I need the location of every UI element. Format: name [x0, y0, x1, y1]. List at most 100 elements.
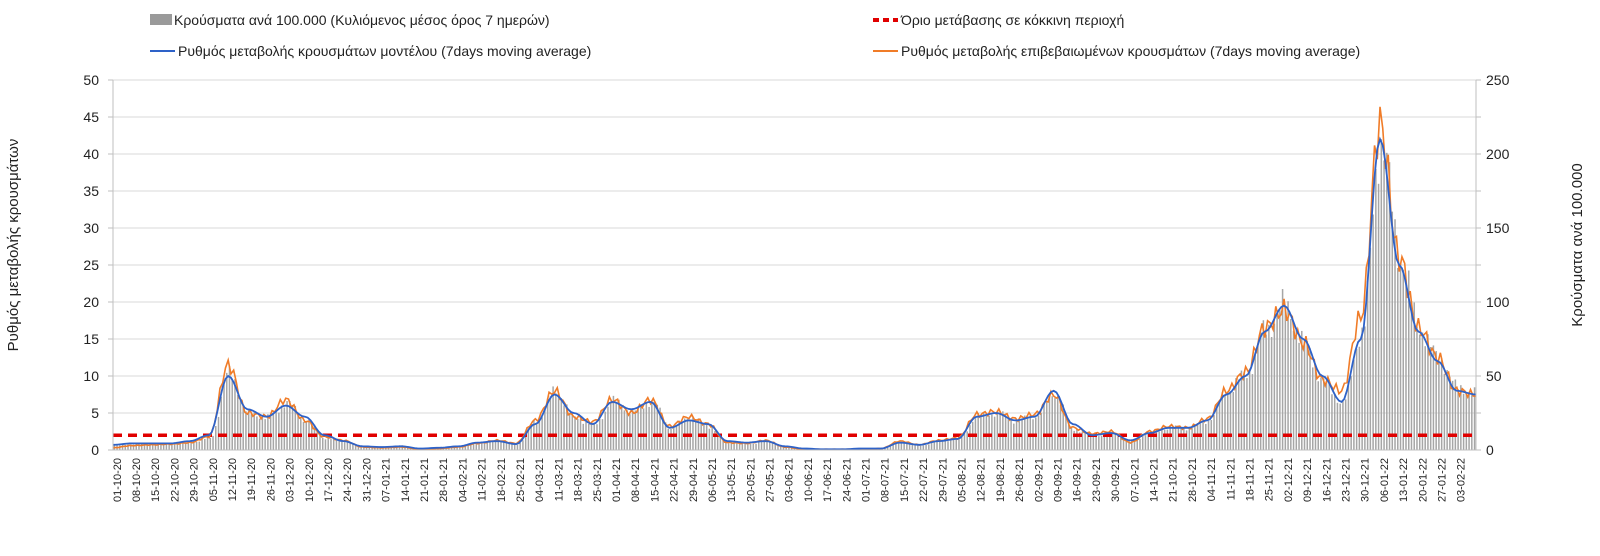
bar: [1317, 381, 1319, 450]
bar: [1372, 215, 1374, 451]
x-tick-label: 14-01-21: [400, 458, 412, 502]
bar: [681, 422, 683, 450]
bar: [210, 438, 212, 450]
bar: [563, 405, 565, 450]
bar: [1213, 415, 1215, 450]
x-tick-label: 22-07-21: [918, 458, 930, 502]
x-tick-label: 26-11-20: [265, 458, 277, 501]
bar: [761, 442, 763, 450]
bar: [1468, 392, 1470, 450]
bar: [174, 444, 176, 450]
bar: [207, 437, 209, 450]
bar: [306, 422, 308, 450]
x-tick-label: 01-07-21: [861, 458, 873, 502]
y-left-tick-label: 0: [91, 442, 99, 458]
bar: [1093, 436, 1095, 450]
bar: [199, 442, 201, 450]
x-tick-label: 06-05-21: [707, 458, 719, 502]
y-axis-right-title: Κρούσματα ανά 100.000: [1569, 163, 1586, 326]
bar: [945, 440, 947, 450]
bar: [774, 444, 776, 450]
bar: [947, 441, 949, 450]
bar: [662, 419, 664, 450]
bar: [953, 439, 955, 450]
y-left-tick-label: 25: [83, 257, 99, 273]
y-right-tick-label: 0: [1486, 442, 1494, 458]
bar: [1180, 428, 1182, 450]
bar: [492, 441, 494, 450]
bar: [1142, 436, 1144, 450]
bar: [1101, 436, 1103, 450]
bar: [706, 425, 708, 450]
bar: [286, 401, 288, 450]
bar: [1183, 428, 1185, 450]
bar: [997, 411, 999, 450]
bar: [1076, 429, 1078, 450]
x-tick-label: 08-04-21: [630, 458, 642, 502]
bar: [994, 417, 996, 450]
x-tick-label: 22-04-21: [669, 458, 681, 502]
bar: [629, 414, 631, 450]
bar: [1205, 424, 1207, 450]
bar: [1361, 328, 1363, 450]
bar: [906, 444, 908, 450]
bar: [327, 438, 329, 450]
bar: [1339, 404, 1341, 450]
bar: [1186, 430, 1188, 450]
bar: [632, 408, 634, 450]
x-tick-label: 31-12-20: [361, 458, 373, 502]
bar: [588, 424, 590, 450]
bar: [711, 427, 713, 450]
x-tick-label: 19-11-20: [246, 458, 258, 501]
bar: [909, 444, 911, 450]
bar: [1161, 430, 1163, 450]
x-tick-label: 17-06-21: [822, 458, 834, 502]
bar: [1471, 395, 1473, 450]
x-tick-label: 29-07-21: [937, 458, 949, 502]
bar: [333, 438, 335, 450]
bar: [256, 416, 258, 450]
bar: [1202, 421, 1204, 450]
bar: [204, 439, 206, 450]
bar: [1422, 332, 1424, 450]
bar: [604, 412, 606, 450]
bar: [229, 366, 231, 450]
bar: [931, 443, 933, 450]
bar: [275, 411, 277, 450]
x-tick-label: 25-03-21: [592, 458, 604, 502]
x-tick-label: 18-02-21: [496, 458, 508, 502]
bar: [643, 408, 645, 450]
bar: [215, 426, 217, 450]
x-tick-label: 05-11-20: [208, 458, 220, 501]
bar: [1219, 403, 1221, 450]
bar: [259, 419, 261, 450]
x-tick-label: 30-09-21: [1110, 458, 1122, 502]
bar: [344, 442, 346, 450]
bar: [920, 446, 922, 450]
bar: [1095, 435, 1097, 450]
bar: [596, 424, 598, 450]
x-tick-label: 15-07-21: [899, 458, 911, 502]
bar: [966, 431, 968, 450]
bar: [270, 416, 272, 450]
bar: [651, 400, 653, 450]
x-tick-label: 01-04-21: [611, 458, 623, 502]
bar: [1430, 347, 1432, 450]
bar: [615, 402, 617, 450]
bar: [1051, 396, 1053, 450]
bar: [1002, 411, 1004, 450]
bar: [322, 438, 324, 450]
x-tick-label: 18-03-21: [573, 458, 585, 502]
bar: [1276, 313, 1278, 450]
bar: [503, 442, 505, 450]
bar: [341, 441, 343, 450]
bar: [262, 416, 264, 450]
legend-label-model: Ρυθμός μεταβολής κρουσμάτων μοντέλου (7d…: [178, 43, 591, 59]
bar: [1041, 413, 1043, 450]
x-tick-label: 09-12-21: [1302, 458, 1314, 502]
bar: [1323, 378, 1325, 450]
bar: [903, 443, 905, 450]
bar: [1370, 248, 1372, 450]
x-tick-label: 23-09-21: [1091, 458, 1103, 502]
bar: [1345, 399, 1347, 450]
